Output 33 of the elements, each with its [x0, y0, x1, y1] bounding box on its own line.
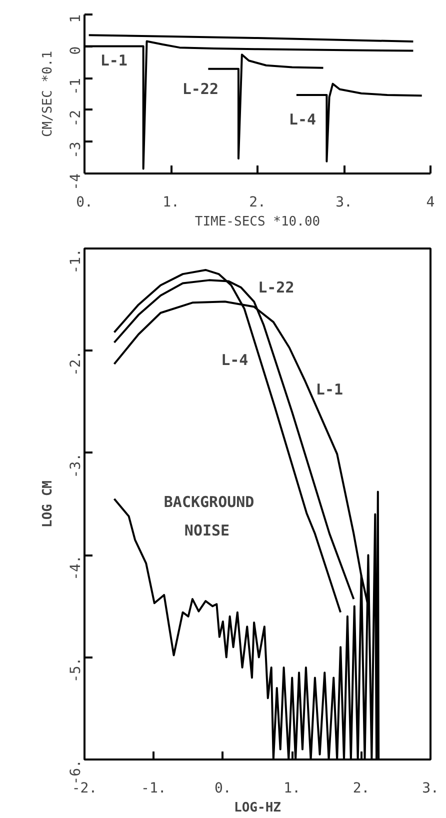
x-axis-title: LOG-HZ [234, 800, 282, 816]
y-axis-title: CM/SEC *0.1 [40, 50, 56, 138]
annotation: L-22 [182, 80, 218, 98]
x-axis-title: TIME-SECS *10.00 [194, 214, 320, 230]
x-tick-label: 3. [422, 780, 439, 796]
y-tick-label: -3. [68, 452, 84, 478]
y-tick-label: -2. [68, 350, 84, 376]
x-tick-label: 3. [336, 194, 352, 210]
x-tick-label: 2. [352, 780, 370, 796]
y-tick-label: -1 [68, 78, 84, 95]
annotation: L-4 [288, 110, 316, 128]
y-tick-label: 1 [68, 14, 84, 23]
annotation: L-4 [221, 350, 248, 369]
y-tick-label: 0 [68, 46, 84, 55]
y-tick-label: -2 [68, 110, 84, 127]
annotation: L-1 [316, 380, 344, 399]
x-tick-label: -1. [141, 780, 166, 796]
annotation: L-1 [100, 52, 128, 70]
annotation: NOISE [184, 522, 230, 540]
x-tick-label: 1. [162, 194, 180, 210]
x-tick-label: 1. [284, 780, 301, 796]
y-tick-label: -4 [68, 174, 84, 190]
y-tick-label: -4. [68, 555, 84, 580]
y-tick-label: -3 [68, 142, 84, 159]
x-tick-label: 0. [214, 780, 232, 796]
annotation: L-22 [258, 278, 294, 296]
y-axis-title: LOG CM [40, 480, 56, 528]
x-tick-label: 4 [426, 194, 435, 210]
annotation: BACKGROUND [164, 492, 254, 511]
x-tick-label: 2. [249, 194, 266, 210]
x-tick-label: 0. [76, 194, 93, 210]
y-tick-label: -5. [68, 657, 84, 683]
y-tick-label: -1. [68, 248, 84, 274]
